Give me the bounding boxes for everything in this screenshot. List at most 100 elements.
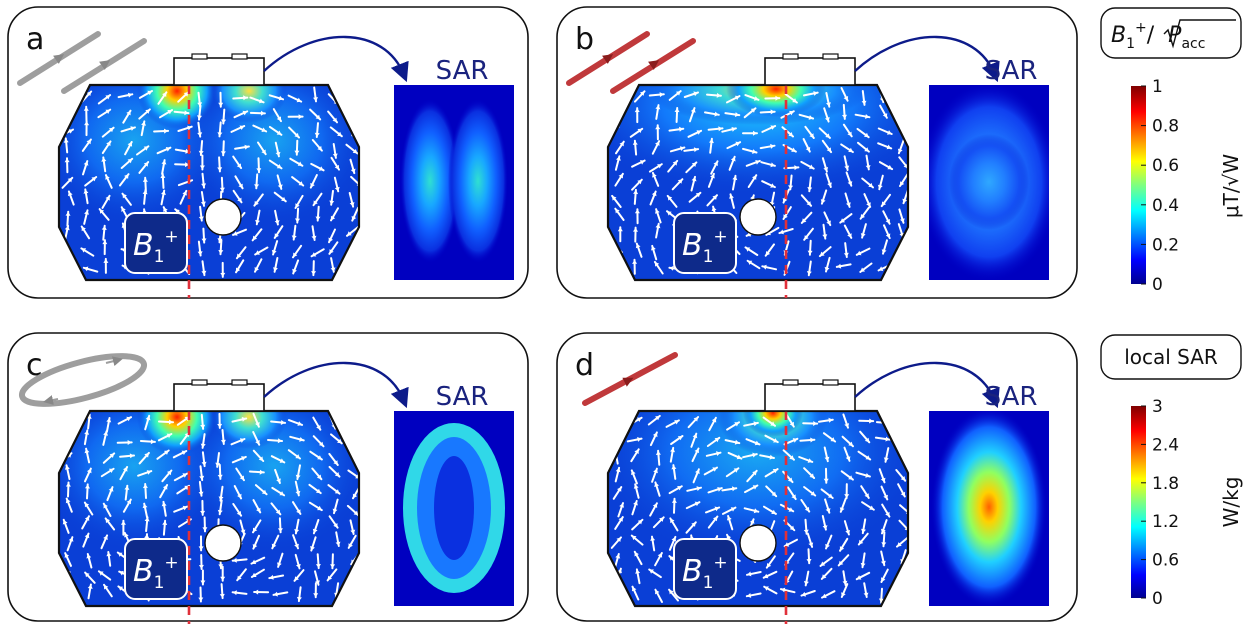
- vector-arrowhead: [161, 190, 166, 195]
- current-arrow-icon: [105, 356, 123, 367]
- vector-arrowhead: [655, 223, 661, 229]
- sar-ring: [403, 423, 505, 593]
- vector-arrowhead: [129, 453, 134, 459]
- vector-arrow: [350, 258, 359, 274]
- sar-label: SAR: [985, 382, 1038, 412]
- vector-arrowhead: [103, 503, 108, 509]
- vector-arrowhead: [885, 219, 890, 224]
- vector-arrowhead: [201, 238, 207, 243]
- vector-arrowhead: [631, 535, 637, 541]
- vector-arrowhead: [182, 505, 188, 511]
- vector-arrowhead: [295, 218, 300, 223]
- vector-arrowhead: [352, 592, 358, 598]
- b1-badge-box: [124, 538, 188, 600]
- vector-arrowhead: [276, 164, 282, 169]
- phantom-outline: [606, 409, 910, 608]
- vector-arrowhead: [842, 114, 847, 119]
- vector-arrowhead: [617, 94, 622, 99]
- vector-arrowhead: [144, 534, 150, 539]
- phantom-hole: [204, 198, 242, 236]
- vector-arrowhead: [145, 415, 151, 421]
- vector-arrowhead: [327, 575, 333, 581]
- vector-arrowhead: [670, 518, 675, 524]
- colorbar-sar-tick-label: 3: [1152, 397, 1163, 417]
- vector-arrow: [899, 86, 903, 103]
- vector-arrowhead: [864, 132, 869, 138]
- vector-arrowhead: [897, 148, 903, 154]
- vector-arrowhead: [256, 168, 262, 173]
- vector-arrowhead: [68, 418, 74, 424]
- vector-arrowhead: [118, 586, 124, 591]
- vector-arrowhead: [865, 165, 871, 170]
- vector-arrowhead: [848, 147, 853, 153]
- sar-label: SAR: [985, 56, 1038, 86]
- vector-arrowhead: [274, 220, 280, 225]
- vector-arrowhead: [126, 499, 131, 505]
- sar-lobe: [949, 134, 1029, 230]
- vector-arrowhead: [632, 259, 638, 264]
- coil-housing: [173, 57, 265, 86]
- vector-arrowhead: [865, 114, 870, 119]
- vector-arrowhead: [334, 472, 340, 477]
- vector-arrowhead: [61, 586, 67, 591]
- vector-arrowhead: [64, 465, 70, 470]
- vector-arrowhead: [856, 250, 862, 256]
- b1-badge: B1+: [124, 212, 188, 274]
- vector-arrow: [60, 585, 74, 596]
- vector-arrowhead: [83, 266, 89, 272]
- vector-arrowhead: [823, 478, 829, 483]
- b1-badge-box: [673, 212, 737, 274]
- vector-arrowhead: [199, 475, 205, 481]
- vector-arrowhead: [200, 201, 206, 206]
- vector-arrowhead: [296, 509, 301, 514]
- vector-arrowhead: [619, 503, 624, 508]
- vector-arrowhead: [109, 453, 115, 458]
- vector-arrow: [899, 436, 908, 449]
- vector-arrowhead: [130, 126, 135, 131]
- colorbar-b1-unit: μT/√W: [1219, 154, 1243, 218]
- vector-arrowhead: [860, 267, 865, 272]
- vector-arrowhead: [735, 141, 741, 147]
- vector-arrowhead: [329, 200, 335, 205]
- sar-heatmap: [929, 85, 1049, 280]
- vector-arrowhead: [803, 581, 809, 586]
- vector-arrowhead: [201, 183, 207, 188]
- vector-arrowhead: [900, 181, 905, 186]
- vector-arrowhead: [667, 211, 672, 216]
- vector-arrowhead: [64, 225, 70, 231]
- vector-arrowhead: [693, 417, 699, 422]
- vector-arrowhead: [106, 552, 112, 557]
- vector-arrowhead: [197, 132, 203, 137]
- vector-arrowhead: [650, 536, 656, 541]
- vector-arrowhead: [779, 229, 784, 235]
- vector-arrowhead: [887, 164, 893, 170]
- vector-arrowhead: [808, 115, 814, 120]
- b1-badge-sup: +: [713, 553, 727, 573]
- vector-arrowhead: [349, 423, 355, 428]
- vector-arrowhead: [839, 546, 845, 551]
- vector-arrowhead: [830, 437, 836, 442]
- vector-arrowhead: [200, 424, 206, 429]
- vector-arrowhead: [103, 431, 108, 436]
- vector-arrowhead: [615, 554, 621, 559]
- vector-arrowhead: [839, 507, 845, 512]
- vector-arrow: [899, 583, 903, 600]
- panel-c: c B1+ SAR: [18, 348, 514, 624]
- vector-arrowhead: [244, 144, 249, 150]
- vector-arrowhead: [355, 115, 359, 121]
- vector-arrowhead: [356, 456, 359, 461]
- vector-arrowhead: [752, 452, 757, 458]
- vector-arrowhead: [83, 106, 89, 111]
- antenna-icon: [18, 353, 148, 407]
- phantom-outline: [57, 83, 361, 282]
- vector-arrowhead: [239, 125, 245, 130]
- cb-b1-sub: 1: [1126, 36, 1135, 52]
- vector-arrowhead: [127, 92, 133, 98]
- vector-arrowhead: [101, 157, 107, 162]
- vector-arrowhead: [254, 184, 260, 189]
- vector-arrowhead: [68, 129, 73, 134]
- vector-arrowhead: [84, 430, 90, 435]
- vector-arrowhead: [881, 528, 886, 534]
- vector-arrowhead: [901, 116, 906, 121]
- b1-field-map: [59, 411, 359, 606]
